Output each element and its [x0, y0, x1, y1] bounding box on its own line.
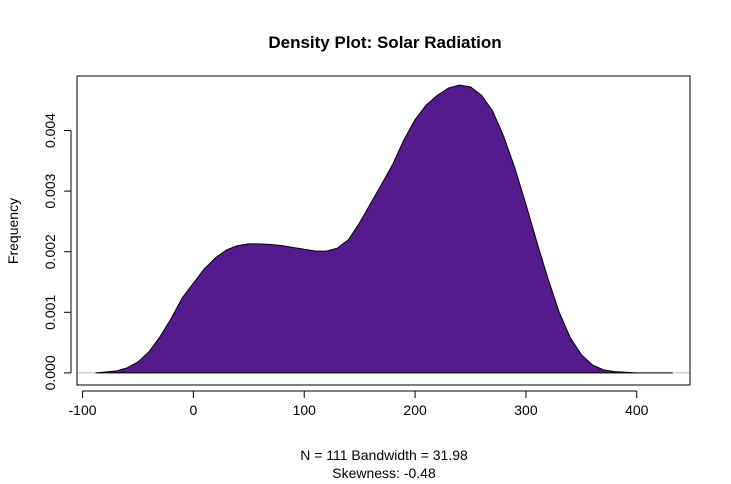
- x-tick-label: 200: [403, 402, 427, 418]
- x-axis-label-line2: Skewness: -0.48: [332, 465, 436, 481]
- x-tick-label: 400: [625, 402, 649, 418]
- y-tick-label: 0.004: [42, 113, 58, 148]
- y-tick-label: 0.000: [42, 355, 58, 390]
- x-tick-label: 100: [293, 402, 317, 418]
- y-tick-label: 0.003: [42, 173, 58, 208]
- y-axis: 0.000 0.001 0.002 0.003 0.004: [42, 113, 72, 390]
- x-axis-label-line1: N = 111 Bandwidth = 31.98: [300, 447, 468, 463]
- y-axis-label: Frequency: [5, 198, 21, 264]
- chart-title: Density Plot: Solar Radiation: [268, 33, 501, 52]
- y-tick-label: 0.001: [42, 295, 58, 330]
- data-layer: [77, 84, 690, 374]
- y-tick-label: 0.002: [42, 234, 58, 269]
- density-area-0: [95, 84, 673, 374]
- x-axis: -100 0 100 200 300 400: [69, 390, 649, 418]
- x-tick-label: -100: [69, 402, 97, 418]
- x-tick-label: 300: [514, 402, 538, 418]
- x-tick-label: 0: [189, 402, 197, 418]
- plot-frame: [76, 75, 691, 386]
